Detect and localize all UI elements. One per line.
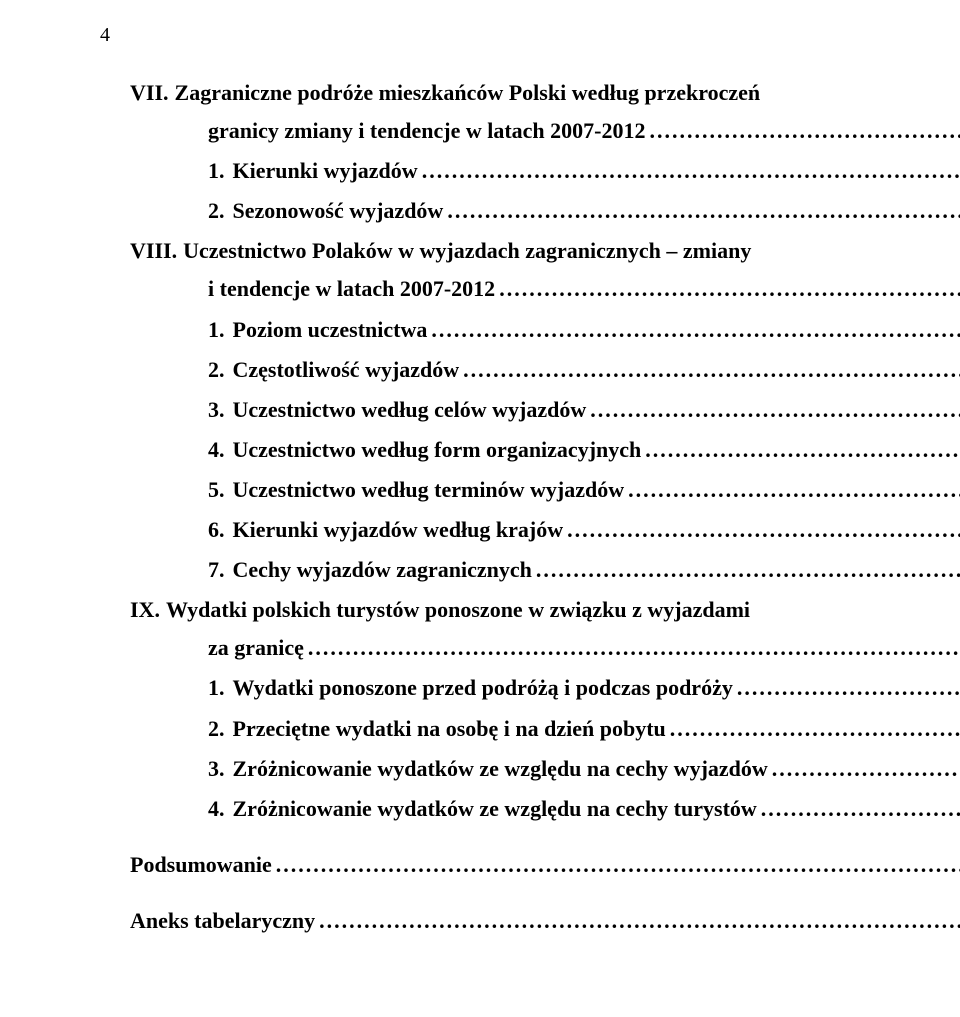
toc-sub-item: 1. Poziom uczestnictwa .................… bbox=[208, 313, 850, 347]
final-label: Aneks tabelaryczny bbox=[130, 904, 315, 938]
leader-dots: ........................................… bbox=[427, 313, 960, 347]
toc-section-heading-cont: za granicę .............................… bbox=[208, 631, 850, 665]
toc-page: 4 VII. Zagraniczne podróże mieszkańców P… bbox=[0, 0, 960, 1017]
leader-dots: ........................................… bbox=[418, 154, 960, 188]
item-number: 4. bbox=[208, 792, 225, 826]
item-number: 4. bbox=[208, 433, 225, 467]
item-number: 2. bbox=[208, 353, 225, 387]
item-label: Uczestnictwo według terminów wyjazdów bbox=[233, 473, 625, 507]
leader-dots: ........................................… bbox=[563, 513, 960, 547]
item-label: Kierunki wyjazdów bbox=[233, 154, 418, 188]
item-number: 7. bbox=[208, 553, 225, 587]
leader-dots: ........................................… bbox=[757, 792, 960, 826]
leader-dots: ........................................… bbox=[272, 848, 960, 882]
leader-dots: ........................................… bbox=[443, 194, 960, 228]
leader-dots: ........................................… bbox=[624, 473, 960, 507]
section-title-line1: Uczestnictwo Polaków w wyjazdach zagrani… bbox=[183, 234, 751, 268]
item-number: 1. bbox=[208, 671, 225, 705]
item-label: Częstotliwość wyjazdów bbox=[233, 353, 460, 387]
section-title-line2: i tendencje w latach 2007-2012 bbox=[208, 272, 495, 306]
toc-sub-item: 3. Uczestnictwo według celów wyjazdów ..… bbox=[208, 393, 850, 427]
item-label: Wydatki ponoszone przed podróżą i podcza… bbox=[233, 671, 733, 705]
final-label: Podsumowanie bbox=[130, 848, 272, 882]
item-number: 3. bbox=[208, 752, 225, 786]
toc-sub-item: 6. Kierunki wyjazdów według krajów .....… bbox=[208, 513, 850, 547]
toc-sub-item: 1. Kierunki wyjazdów ...................… bbox=[208, 154, 850, 188]
leader-dots: ........................................… bbox=[646, 114, 960, 148]
roman-numeral: VIII. bbox=[130, 234, 177, 268]
toc-sub-item: 3. Zróżnicowanie wydatków ze względu na … bbox=[208, 752, 850, 786]
item-number: 2. bbox=[208, 712, 225, 746]
toc-section-heading: VII. Zagraniczne podróże mieszkańców Pol… bbox=[130, 76, 850, 110]
item-label: Uczestnictwo według celów wyjazdów bbox=[233, 393, 587, 427]
toc-section-heading-cont: granicy zmiany i tendencje w latach 2007… bbox=[208, 114, 850, 148]
toc-sub-item: 5. Uczestnictwo według terminów wyjazdów… bbox=[208, 473, 850, 507]
item-number: 2. bbox=[208, 194, 225, 228]
item-label: Poziom uczestnictwa bbox=[233, 313, 428, 347]
leader-dots: ........................................… bbox=[459, 353, 960, 387]
toc-section-heading-cont: i tendencje w latach 2007-2012 .........… bbox=[208, 272, 850, 306]
toc-sub-item: 2. Przeciętne wydatki na osobę i na dzie… bbox=[208, 712, 850, 746]
toc-final-item: Podsumowanie ...........................… bbox=[130, 848, 850, 882]
leader-dots: ........................................… bbox=[532, 553, 960, 587]
leader-dots: ........................................… bbox=[495, 272, 960, 306]
leader-dots: ........................................… bbox=[666, 712, 960, 746]
item-number: 6. bbox=[208, 513, 225, 547]
toc-section-heading: IX. Wydatki polskich turystów ponoszone … bbox=[130, 593, 850, 627]
toc-final-item: Aneks tabelaryczny .....................… bbox=[130, 904, 850, 938]
item-label: Cechy wyjazdów zagranicznych bbox=[233, 553, 532, 587]
item-label: Uczestnictwo według form organizacyjnych bbox=[233, 433, 642, 467]
leader-dots: ........................................… bbox=[315, 904, 960, 938]
item-number: 1. bbox=[208, 313, 225, 347]
toc-sub-item: 2. Częstotliwość wyjazdów ..............… bbox=[208, 353, 850, 387]
section-title-line2: za granicę bbox=[208, 631, 304, 665]
item-label: Przeciętne wydatki na osobę i na dzień p… bbox=[233, 712, 666, 746]
toc-sub-item: 4. Uczestnictwo według form organizacyjn… bbox=[208, 433, 850, 467]
leader-dots: ........................................… bbox=[641, 433, 960, 467]
leader-dots: ........................................… bbox=[586, 393, 960, 427]
leader-dots: ........................................… bbox=[768, 752, 960, 786]
toc-sub-item: 2. Sezonowość wyjazdów .................… bbox=[208, 194, 850, 228]
item-number: 5. bbox=[208, 473, 225, 507]
toc-sub-item: 1. Wydatki ponoszone przed podróżą i pod… bbox=[208, 671, 850, 705]
page-number: 4 bbox=[100, 20, 850, 51]
item-label: Sezonowość wyjazdów bbox=[233, 194, 444, 228]
section-title-line1: Zagraniczne podróże mieszkańców Polski w… bbox=[175, 76, 761, 110]
toc-section-heading: VIII. Uczestnictwo Polaków w wyjazdach z… bbox=[130, 234, 850, 268]
toc-sub-item: 7. Cechy wyjazdów zagranicznych ........… bbox=[208, 553, 850, 587]
section-title-line2: granicy zmiany i tendencje w latach 2007… bbox=[208, 114, 646, 148]
leader-dots: ........................................… bbox=[733, 671, 960, 705]
roman-numeral: VII. bbox=[130, 76, 169, 110]
leader-dots: ........................................… bbox=[304, 631, 960, 665]
item-label: Zróżnicowanie wydatków ze względu na cec… bbox=[233, 752, 768, 786]
item-number: 1. bbox=[208, 154, 225, 188]
toc-sub-item: 4. Zróżnicowanie wydatków ze względu na … bbox=[208, 792, 850, 826]
section-title-line1: Wydatki polskich turystów ponoszone w zw… bbox=[166, 593, 750, 627]
item-label: Zróżnicowanie wydatków ze względu na cec… bbox=[233, 792, 757, 826]
item-label: Kierunki wyjazdów według krajów bbox=[233, 513, 564, 547]
roman-numeral: IX. bbox=[130, 593, 160, 627]
item-number: 3. bbox=[208, 393, 225, 427]
